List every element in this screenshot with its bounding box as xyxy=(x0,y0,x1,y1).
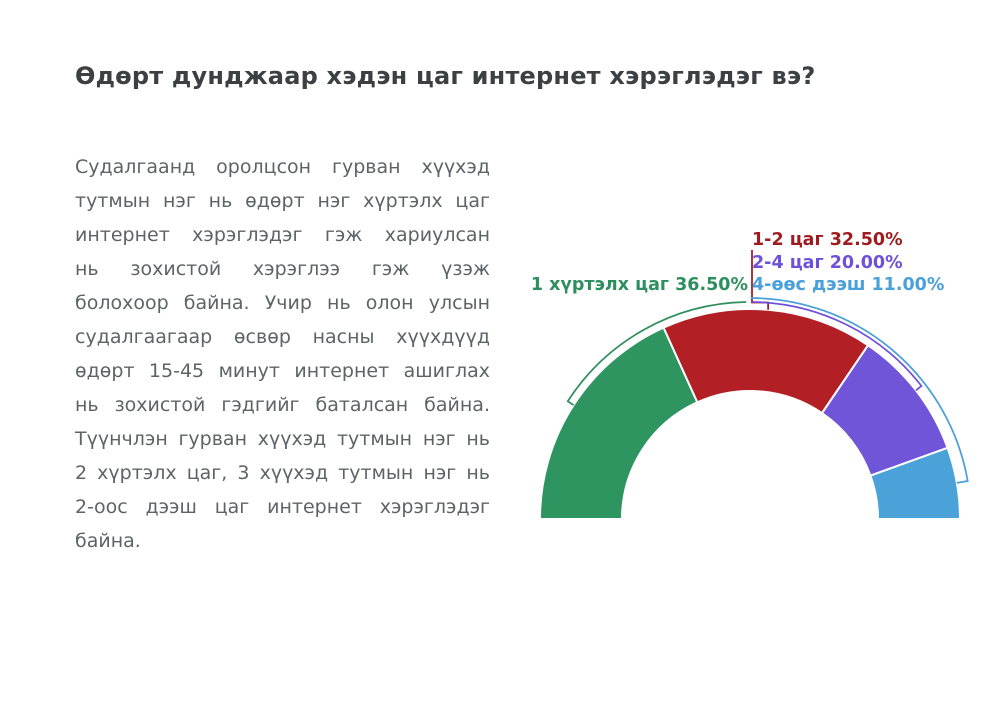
chart-callout-label-1: 1-2 цаг 32.50% xyxy=(752,230,903,250)
paragraph-line: интернет хэрэглэдэг гэж хариулсан xyxy=(75,224,490,246)
paragraph-line: нь зохистой хэрэглээ гэж үзэж xyxy=(75,258,490,280)
donut-slice-3 xyxy=(869,446,962,520)
chart-callout-label-0: 1 хүртэлх цаг 36.50% xyxy=(530,275,748,295)
paragraph-line: Судалгаанд оролцсон гурван хүүхэд xyxy=(75,156,490,178)
paragraph-line: 2-оос дээш цаг интернет хэрэглэдэг xyxy=(75,496,490,518)
callout-leader-0 xyxy=(566,301,747,406)
paragraph-line: болохоор байна. Учир нь олон улсын xyxy=(75,292,490,314)
paragraph-line: Түүнчлэн гурван хүүхэд тутмын нэг нь xyxy=(75,428,490,450)
paragraph-line: судалгаагаар өсвөр насны хүүхдүүд xyxy=(75,326,490,348)
callout-leader-2 xyxy=(752,301,923,391)
donut-slice-0 xyxy=(538,326,699,520)
half-donut-svg xyxy=(538,250,969,520)
body-paragraph: Судалгаанд оролцсон гурван хүүхэд тутмын … xyxy=(75,150,490,558)
chart-callout-label-3: 4-өөс дээш 11.00% xyxy=(752,275,945,295)
paragraph-line: 2 хүртэлх цаг, 3 хүүхэд тутмын нэг нь xyxy=(75,462,490,484)
paragraph-line: нь зохистой гэдгийг баталсан байна. xyxy=(75,394,490,416)
internet-usage-half-donut-chart xyxy=(520,225,990,530)
chart-callout-label-2: 2-4 цаг 20.00% xyxy=(752,253,903,273)
page-title: Өдөрт дунджаар хэдэн цаг интернет хэрэгл… xyxy=(75,62,816,90)
paragraph-line: тутмын нэг нь өдөрт нэг хүртэлх цаг xyxy=(75,190,490,212)
callout-leader-3 xyxy=(750,297,969,484)
paragraph-line: өдөрт 15-45 минут интернет ашиглах xyxy=(75,360,490,382)
paragraph-line: байна. xyxy=(75,530,141,552)
